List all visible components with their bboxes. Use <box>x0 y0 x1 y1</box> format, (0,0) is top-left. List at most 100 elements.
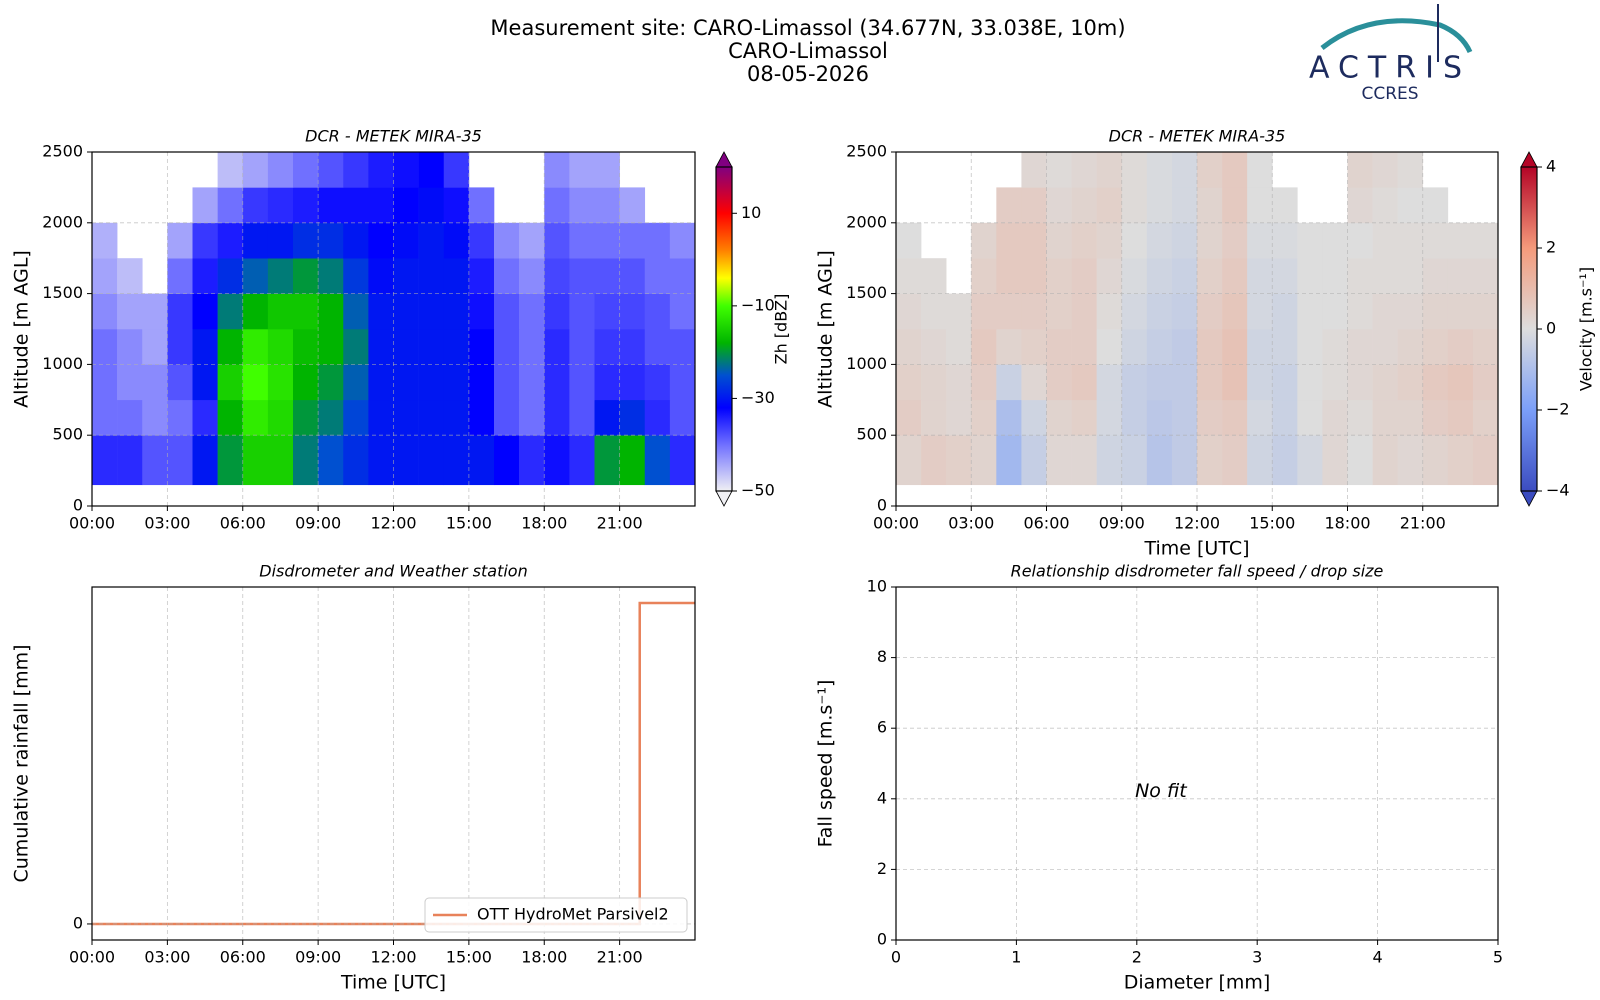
heatmap-cell <box>343 364 369 401</box>
heatmap-cell <box>996 293 1022 330</box>
annotation: No fit <box>1135 780 1188 802</box>
heatmap-cell <box>1422 293 1449 330</box>
x-tick-label: 12:00 <box>370 948 416 967</box>
heatmap-cell <box>1146 364 1173 401</box>
header-line: 08-05-2026 <box>747 62 869 86</box>
heatmap-cell <box>393 152 419 188</box>
heatmap-cell <box>92 399 118 436</box>
heatmap-cell <box>544 329 570 365</box>
heatmap-cell <box>1397 293 1424 330</box>
heatmap-cell <box>519 293 545 330</box>
heatmap-cell <box>494 258 520 294</box>
heatmap-cell <box>1096 293 1123 330</box>
heatmap-cell <box>293 435 319 486</box>
x-tick-label: 09:00 <box>1099 514 1145 533</box>
heatmap-cell <box>1272 399 1298 436</box>
heatmap-cell <box>494 364 520 401</box>
heatmap-cell <box>1197 152 1223 188</box>
heatmap-cell <box>996 435 1022 486</box>
heatmap-cell <box>1347 222 1373 259</box>
heatmap-cell <box>1247 435 1273 486</box>
heatmap-cell <box>1272 329 1298 365</box>
heatmap-cell <box>192 435 218 486</box>
heatmap-cell <box>443 399 470 436</box>
heatmap-cell <box>1121 435 1148 486</box>
heatmap-cell <box>1372 329 1398 365</box>
heatmap-cell <box>318 399 344 436</box>
heatmap-cell <box>1046 187 1072 224</box>
heatmap-cell <box>544 364 570 401</box>
heatmap-cell <box>217 152 244 188</box>
heatmap-cell <box>217 187 244 224</box>
heatmap-cell <box>117 293 143 330</box>
heatmap-cell <box>1397 435 1424 486</box>
heatmap-cell <box>443 364 470 401</box>
heatmap-cell <box>1372 364 1398 401</box>
y-tick-label: 6 <box>877 718 887 737</box>
heatmap-cell <box>343 399 369 436</box>
colorbar <box>716 167 732 491</box>
heatmap-cell <box>1372 258 1398 294</box>
heatmap-cell <box>267 329 294 365</box>
heatmap-cell <box>418 329 445 365</box>
panel: 00:00 03:00 06:00 09:00 12:00 15:00 18:00 21:00… <box>11 127 791 533</box>
heatmap-cell <box>1071 258 1097 294</box>
heatmap-cell <box>192 329 218 365</box>
heatmap-cell <box>1472 329 1499 365</box>
x-tick-label: 18:00 <box>521 514 567 533</box>
heatmap-cell <box>192 399 218 436</box>
heatmap-cell <box>1272 187 1298 224</box>
heatmap-cell <box>896 258 922 294</box>
heatmap-cell <box>569 152 595 188</box>
heatmap-cell <box>569 187 595 224</box>
heatmap-cell <box>971 222 997 259</box>
heatmap-cell <box>1096 258 1123 294</box>
heatmap-cell <box>921 258 947 294</box>
x-tick-label: 12:00 <box>370 514 416 533</box>
heatmap-cell <box>443 329 470 365</box>
heatmap-cell <box>192 222 218 259</box>
x-tick-label: 0 <box>891 948 901 967</box>
heatmap-cell <box>293 399 319 436</box>
heatmap-cell <box>1222 364 1248 401</box>
y-tick-label: 0 <box>877 496 887 515</box>
heatmap-cell <box>644 399 671 436</box>
heatmap-cell <box>368 399 394 436</box>
heatmap-cell <box>1146 435 1173 486</box>
heatmap-cell <box>1222 293 1248 330</box>
heatmap-cell <box>1197 364 1223 401</box>
heatmap-cell <box>1322 293 1348 330</box>
heatmap-cell <box>468 258 495 294</box>
colorbar-tick-label: −30 <box>741 388 775 407</box>
heatmap-cell <box>242 435 269 486</box>
heatmap-cell <box>1021 435 1047 486</box>
x-axis-label: Time [UTC] <box>340 972 446 994</box>
legend-label: OTT HydroMet Parsivel2 <box>477 905 669 924</box>
heatmap-cell <box>167 329 193 365</box>
heatmap-cell <box>1071 187 1097 224</box>
y-tick-label: 2 <box>877 859 887 878</box>
heatmap-cell <box>1347 399 1373 436</box>
heatmap-cell <box>971 258 997 294</box>
heatmap-cell <box>142 364 168 401</box>
heatmap-cell <box>1146 258 1173 294</box>
x-tick-label: 15:00 <box>446 514 492 533</box>
heatmap-cell <box>1121 187 1148 224</box>
heatmap-cell <box>418 364 445 401</box>
heatmap-cell <box>242 364 269 401</box>
x-tick-label: 21:00 <box>597 948 643 967</box>
heatmap-cell <box>92 222 118 259</box>
heatmap-cell <box>1247 399 1273 436</box>
colorbar <box>1521 167 1537 491</box>
x-tick-label: 2 <box>1132 948 1142 967</box>
heatmap-cell <box>1372 435 1398 486</box>
heatmap-cell <box>1096 329 1123 365</box>
heatmap-cell <box>1021 187 1047 224</box>
heatmap-cell <box>92 435 118 486</box>
heatmap-cell <box>569 222 595 259</box>
heatmap-cell <box>167 435 193 486</box>
heatmap-cell <box>1297 293 1323 330</box>
heatmap-cell <box>368 435 394 486</box>
heatmap-cell <box>1171 293 1198 330</box>
y-tick-label: 1500 <box>846 283 887 302</box>
